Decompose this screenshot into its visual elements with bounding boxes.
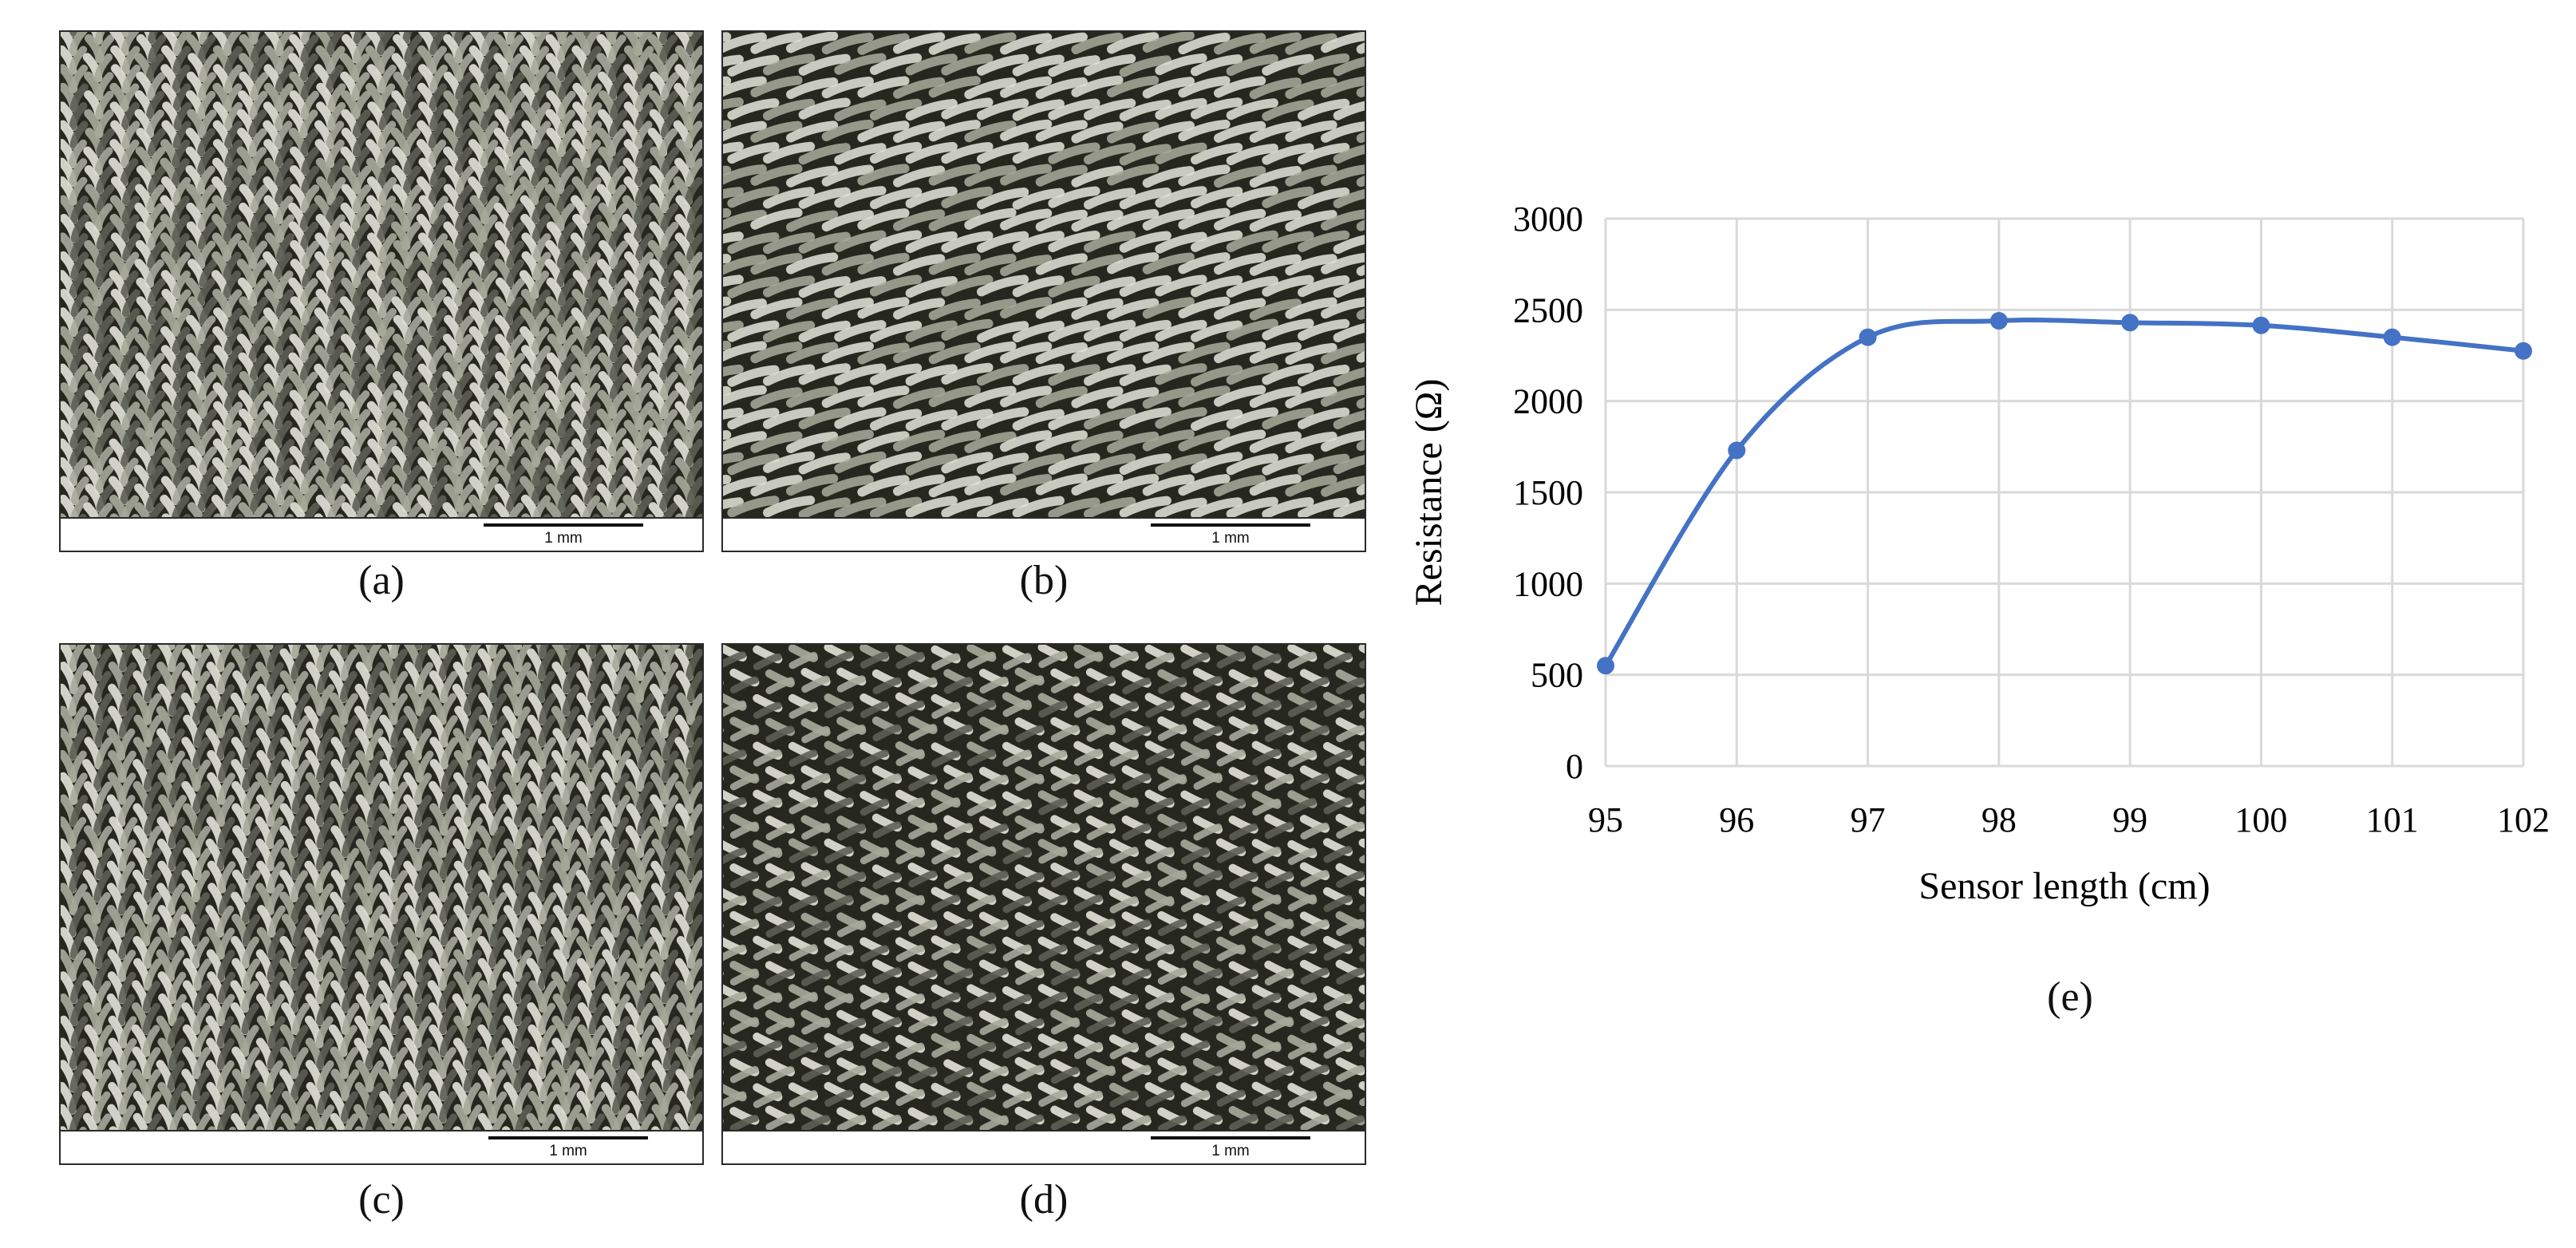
y-tick-label: 500 (1531, 656, 1583, 695)
grid-lines (1604, 217, 2525, 768)
scale-bar (484, 523, 643, 527)
caption-e: (e) (2047, 974, 2093, 1020)
data-point (2383, 328, 2401, 346)
caption-a: (a) (358, 558, 405, 603)
micrograph-panel-c: 1 mm (59, 643, 704, 1165)
scale-bar-area: 1 mm (61, 517, 702, 551)
scale-bar-area: 1 mm (723, 517, 1365, 551)
x-tick-label: 97 (1851, 800, 1886, 839)
micrograph-panel-d: 1 mm (721, 643, 1366, 1165)
x-tick-label: 95 (1588, 800, 1623, 839)
fabric-texture-image (61, 32, 702, 519)
x-tick-label: 96 (1719, 800, 1754, 839)
micrograph-panel-a: 1 mm (59, 30, 704, 552)
fabric-texture-image (723, 32, 1365, 519)
scale-bar-label: 1 mm (544, 530, 583, 547)
fabric-texture-image (723, 645, 1365, 1131)
y-tick-label: 1000 (1513, 564, 1583, 603)
scale-bar-label: 1 mm (549, 1143, 587, 1159)
y-tick-label: 2500 (1513, 290, 1583, 330)
x-tick-label: 101 (2366, 800, 2419, 839)
data-point (2515, 342, 2532, 360)
micrograph-panel-b: 1 mm (721, 30, 1366, 552)
scale-bar (488, 1136, 648, 1139)
data-point (2121, 314, 2139, 332)
data-point (1597, 657, 1614, 675)
caption-d: (d) (1019, 1177, 1069, 1222)
data-point (1989, 312, 2008, 330)
scale-bar-area: 1 mm (61, 1130, 702, 1163)
data-point (2252, 316, 2270, 334)
y-tick-label: 0 (1566, 747, 1583, 786)
scale-bar-label: 1 mm (1211, 1143, 1250, 1159)
y-tick-label: 2000 (1513, 382, 1583, 421)
x-tick-label: 100 (2234, 800, 2287, 839)
y-axis-title: Resistance (Ω) (1408, 379, 1450, 606)
x-tick-label: 98 (1981, 800, 2017, 839)
x-tick-label: 99 (2112, 800, 2147, 839)
caption-b: (b) (1019, 558, 1069, 603)
y-tick-label: 3000 (1513, 199, 1583, 239)
y-tick-label: 1500 (1513, 473, 1583, 512)
scale-bar (1151, 523, 1310, 527)
caption-c: (c) (358, 1177, 405, 1222)
scale-bar-area: 1 mm (723, 1130, 1365, 1163)
scale-bar-label: 1 mm (1211, 530, 1250, 547)
fabric-texture-image (61, 645, 702, 1131)
scale-bar (1151, 1136, 1310, 1139)
data-point (1728, 441, 1746, 460)
x-tick-label: 102 (2497, 800, 2550, 839)
x-axis-title: Sensor length (cm) (1918, 865, 2210, 907)
data-point (1859, 328, 1877, 346)
